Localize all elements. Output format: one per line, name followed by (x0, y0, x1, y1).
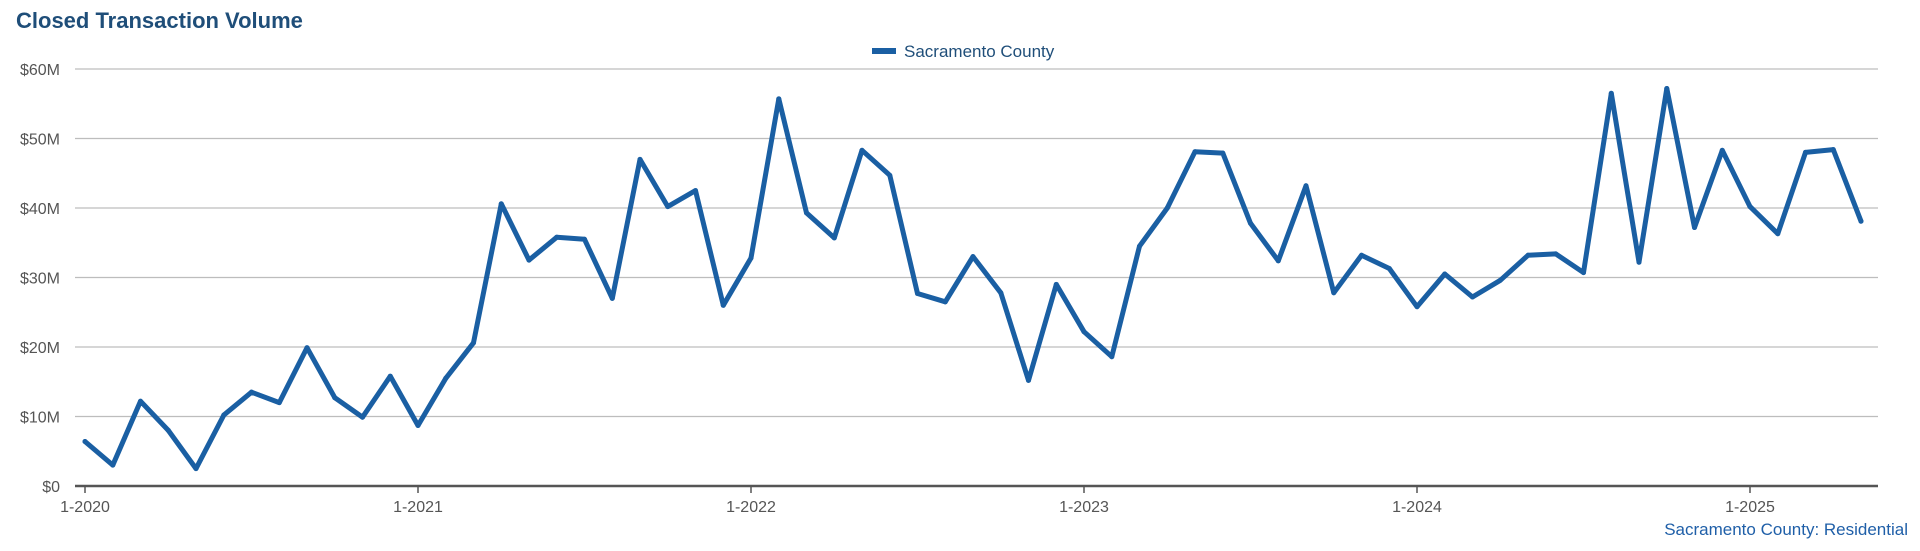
data-point (387, 373, 393, 379)
data-point (1470, 294, 1475, 300)
data-point (1164, 205, 1170, 211)
data-point (221, 412, 227, 418)
data-point (526, 257, 532, 263)
data-point (1359, 252, 1364, 258)
grid-layer (75, 68, 1878, 418)
data-point (1581, 270, 1586, 276)
data-point (748, 255, 754, 261)
data-point (915, 290, 920, 296)
data-point (415, 423, 421, 429)
x-tick-label: 1-2023 (1059, 499, 1109, 516)
data-point (1858, 218, 1864, 224)
data-point (1497, 277, 1503, 283)
data-point (1053, 281, 1059, 287)
data-point (1692, 224, 1697, 230)
data-point (1248, 220, 1253, 226)
data-point (1081, 329, 1087, 335)
data-point (1109, 354, 1115, 360)
data-point (1525, 252, 1531, 258)
data-point (471, 340, 476, 346)
data-point (360, 414, 365, 420)
data-point (82, 439, 88, 445)
data-point (1775, 231, 1781, 237)
x-tick-label: 1-2022 (726, 499, 776, 516)
data-point (332, 395, 338, 401)
x-tick-label: 1-2021 (393, 499, 443, 516)
data-point (831, 235, 837, 241)
y-tick-label: $60M (20, 62, 60, 79)
data-point (1414, 304, 1420, 310)
data-point (1275, 258, 1281, 264)
data-point (1608, 90, 1614, 96)
y-tick-label: $50M (20, 132, 60, 149)
series-line (82, 86, 1864, 472)
axis-layer: $0 $10M $20M $30M $40M $50M $60M 1-2020 1-2021 1-… (20, 62, 1878, 516)
series-layer (82, 85, 1864, 472)
data-point (1192, 149, 1198, 155)
data-point (1442, 271, 1448, 277)
data-point (1803, 149, 1808, 155)
data-point (1664, 85, 1670, 91)
data-point (138, 398, 143, 404)
data-point (443, 375, 449, 381)
data-point (609, 295, 615, 301)
data-point (1026, 377, 1031, 383)
data-point (693, 188, 698, 194)
x-tick-label: 1-2025 (1725, 499, 1775, 516)
data-point (1747, 204, 1753, 210)
data-point (942, 299, 948, 305)
data-point (1636, 259, 1642, 265)
data-point (1830, 147, 1836, 153)
data-point (1719, 147, 1725, 153)
data-point (637, 156, 643, 162)
data-point (665, 204, 671, 210)
data-point (998, 290, 1004, 296)
data-point (1386, 265, 1392, 271)
y-tick-label: $20M (20, 340, 60, 357)
data-point (1553, 251, 1559, 257)
y-tick-label: $0 (42, 479, 60, 496)
data-point (859, 147, 865, 153)
data-point (1331, 290, 1337, 296)
data-point (720, 302, 726, 308)
data-point (498, 201, 504, 207)
data-point (110, 462, 116, 468)
y-tick-label: $10M (20, 410, 60, 427)
data-point (249, 389, 254, 395)
data-point (193, 466, 199, 472)
data-point (1137, 243, 1142, 249)
data-point (582, 236, 587, 242)
data-point (887, 172, 893, 178)
data-point (304, 345, 310, 351)
data-point (776, 96, 782, 102)
data-point (1220, 150, 1226, 156)
data-point (554, 234, 560, 240)
chart-footer: Sacramento County: Residential (1664, 520, 1908, 539)
data-point (970, 254, 976, 260)
x-tick-label: 1-2020 (60, 499, 110, 516)
data-point (804, 210, 809, 216)
y-tick-label: $30M (20, 271, 60, 288)
legend[interactable]: Sacramento County (872, 42, 1055, 61)
legend-label: Sacramento County (904, 42, 1055, 61)
data-point (1303, 183, 1309, 189)
chart-title: Closed Transaction Volume (16, 8, 303, 33)
data-point (165, 427, 171, 433)
x-tick-label: 1-2024 (1392, 499, 1442, 516)
y-tick-label: $40M (20, 201, 60, 218)
data-point (276, 400, 282, 406)
